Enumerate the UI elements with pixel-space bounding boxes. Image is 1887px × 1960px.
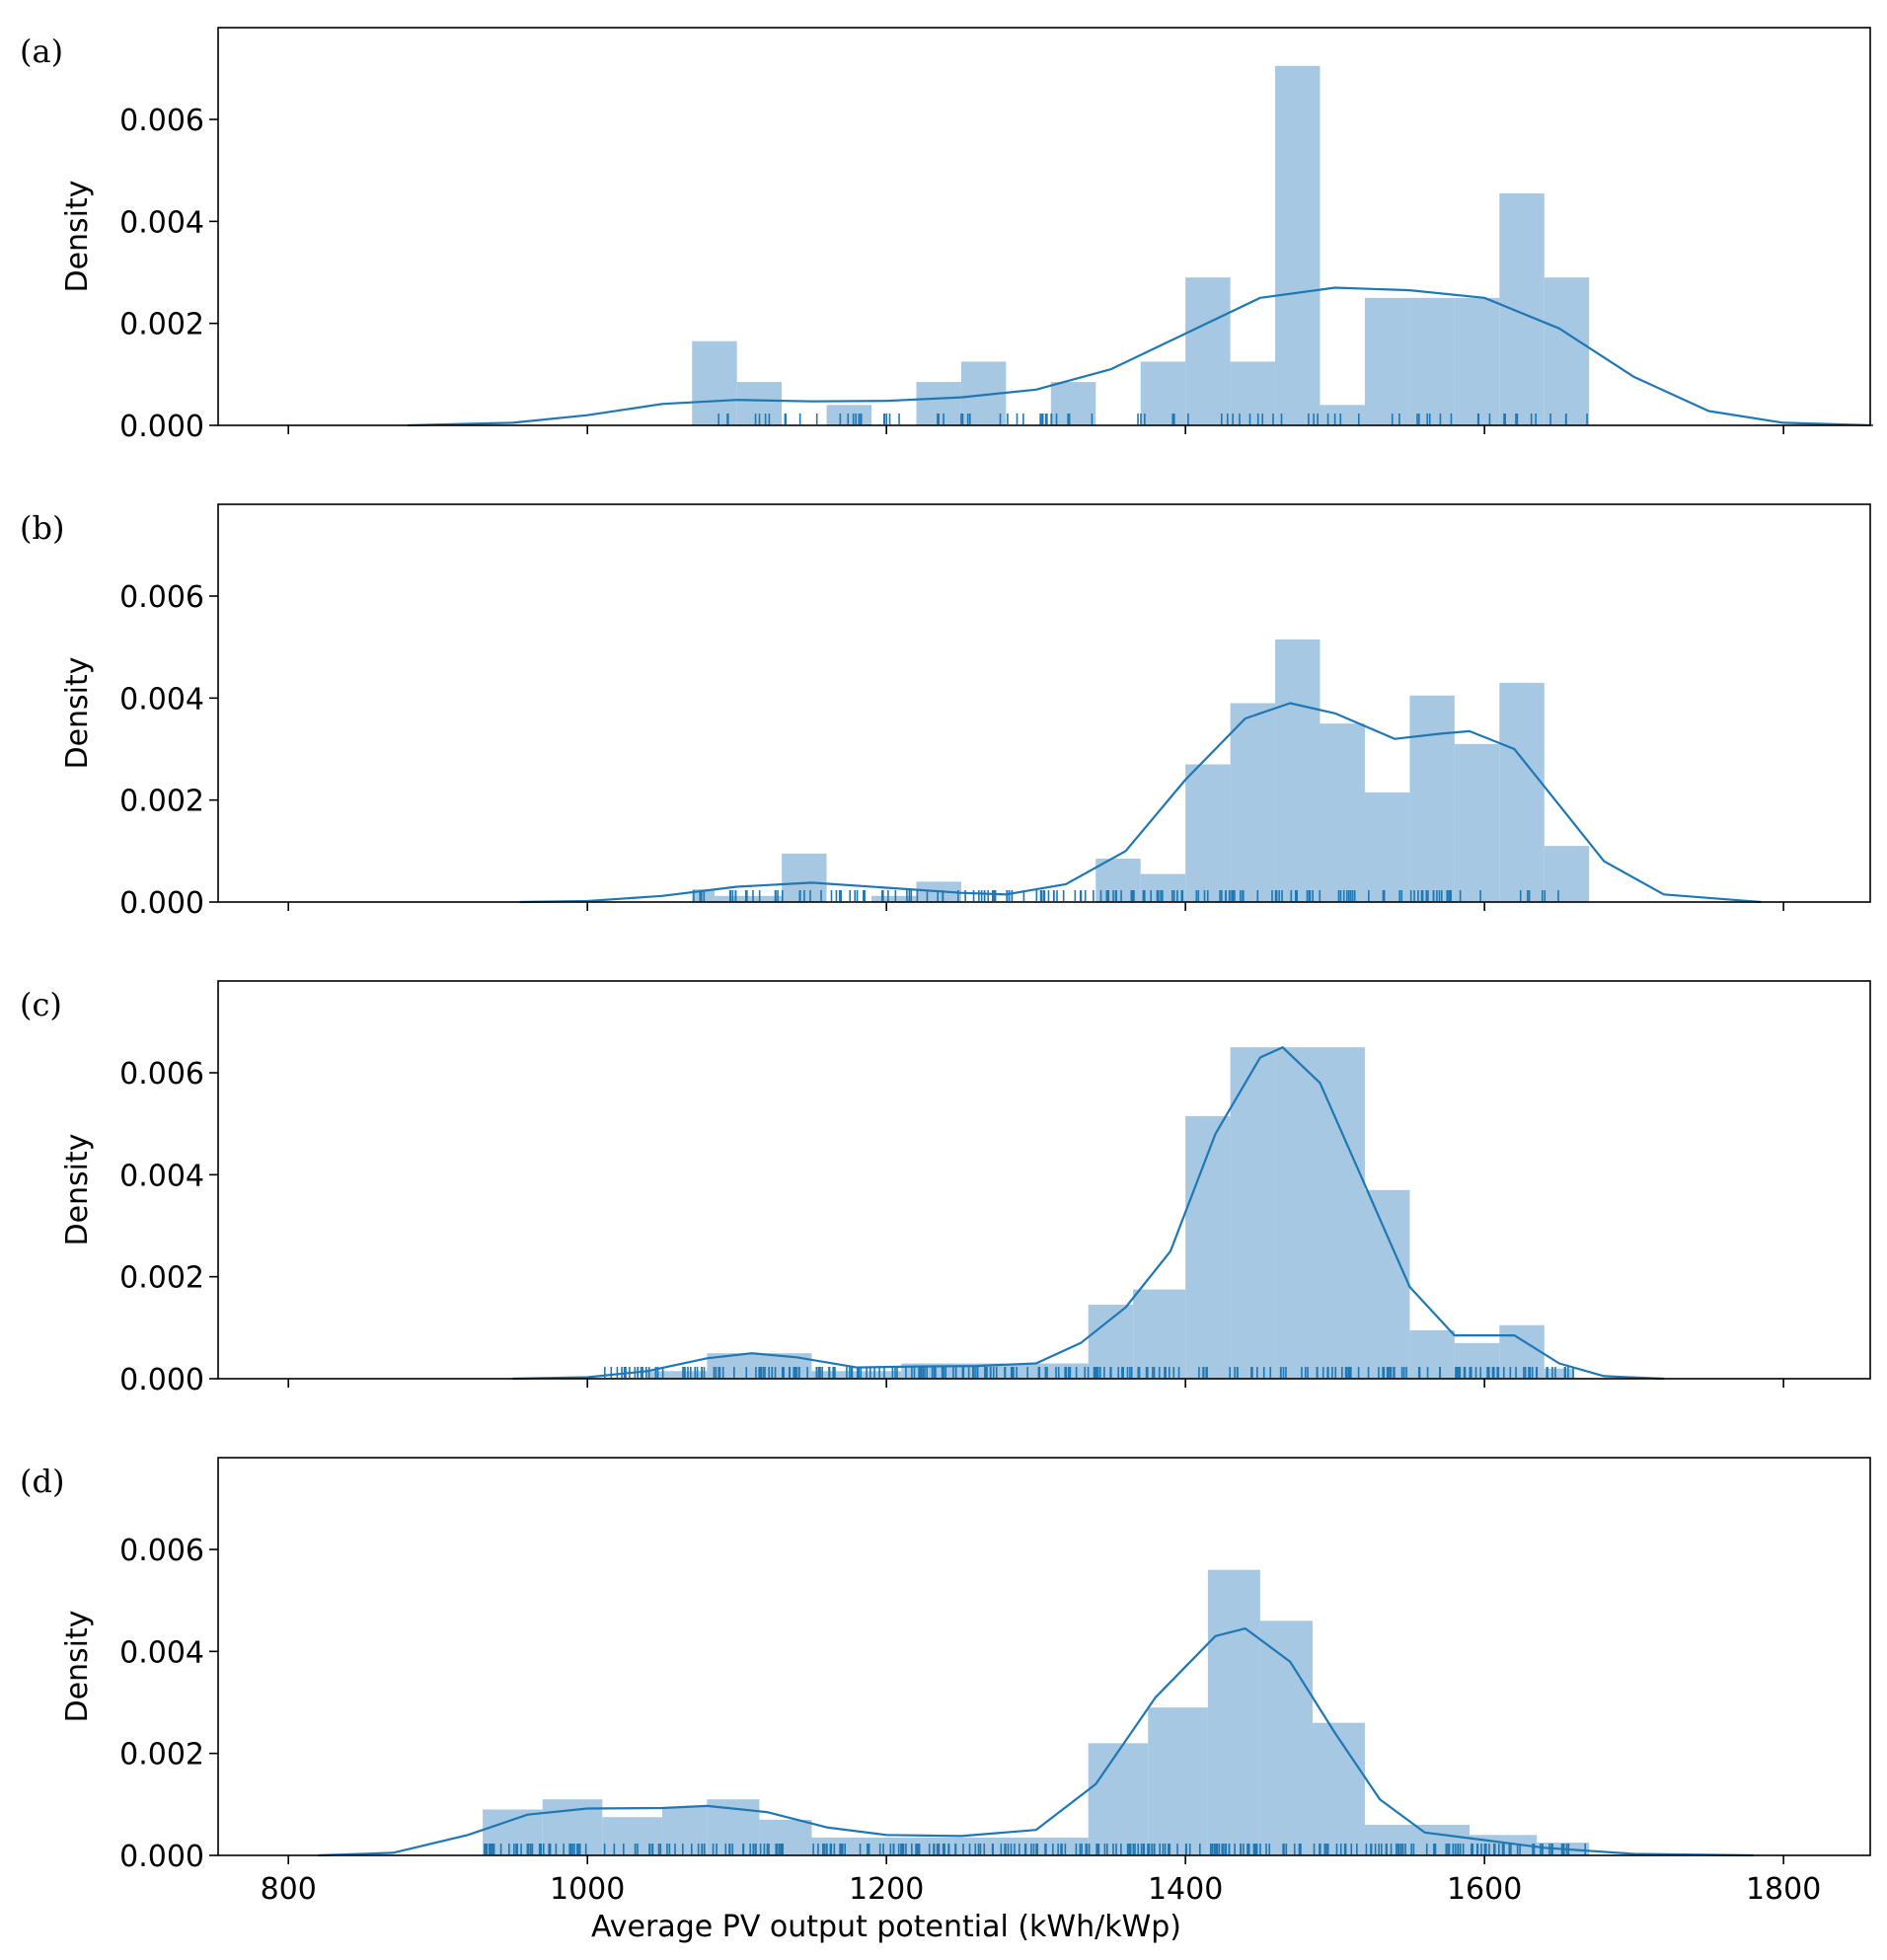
histogram-bar	[1275, 65, 1321, 425]
histogram-bar	[1259, 1621, 1313, 1855]
histogram-bar	[692, 340, 737, 425]
kde-curve	[512, 1046, 1664, 1381]
x-tick-label: 1000	[550, 1872, 625, 1907]
axes-frame	[217, 1457, 1871, 1856]
histogram-bar	[1320, 723, 1365, 902]
histogram-bar	[1409, 695, 1455, 902]
histogram-bar	[1230, 1047, 1276, 1379]
histogram-bar	[1364, 1825, 1470, 1855]
histogram-bar	[1185, 1115, 1231, 1379]
histogram-bar	[1230, 361, 1276, 425]
y-tick-label: 0.000	[119, 1363, 204, 1397]
histogram-bar	[1409, 297, 1455, 425]
x-tick-label: 800	[261, 1872, 317, 1907]
histogram-bar	[1207, 1569, 1260, 1855]
rug-ticks	[693, 890, 1559, 901]
histogram-bar	[1499, 192, 1545, 425]
panel-label: (a)	[20, 33, 63, 70]
x-axis-title: Average PV output potential (kWh/kWp)	[591, 1910, 1181, 1944]
y-tick-label: 0.000	[119, 1840, 204, 1874]
y-tick-label: 0.006	[119, 1534, 204, 1568]
histogram-bars	[692, 639, 1590, 902]
y-tick-label: 0.004	[119, 205, 204, 240]
axes-frame	[217, 980, 1871, 1380]
histogram-bar	[1544, 846, 1590, 902]
y-tick-label: 0.002	[119, 308, 204, 342]
rug-ticks	[717, 414, 1588, 424]
panel-label: (b)	[20, 509, 64, 547]
histogram-bars	[646, 1047, 1575, 1379]
histogram-bar	[826, 405, 872, 425]
histogram-bar	[714, 895, 783, 902]
panel-label: (d)	[20, 1463, 64, 1500]
y-tick-label: 0.004	[119, 682, 204, 716]
y-axis-title: Density	[60, 1133, 95, 1245]
panel-4: (d) 0.000 0.002 0.004 0.006 800 1000 1200 1400 16…	[20, 1457, 1871, 1907]
kde-curve	[519, 702, 1762, 904]
y-tick-label: 0.002	[119, 1738, 204, 1772]
histogram-bar	[1320, 405, 1365, 425]
panel-1: (a) 0.000 0.002 0.004 0.006 Density	[20, 27, 1874, 444]
histogram-bar	[871, 895, 917, 902]
histogram-bar	[1148, 1707, 1208, 1855]
y-tick-label: 0.004	[119, 1635, 204, 1670]
y-tick-label: 0.000	[119, 410, 204, 444]
histogram-bars	[483, 1569, 1590, 1855]
x-tick-label: 1400	[1148, 1872, 1223, 1907]
histogram-bar	[1544, 277, 1590, 425]
x-tick-label: 1800	[1746, 1872, 1821, 1907]
axes-frame	[217, 503, 1871, 903]
histogram-bar	[1409, 1329, 1455, 1379]
kde-curve	[408, 286, 1874, 427]
histogram-bar	[1499, 682, 1545, 902]
y-tick-label: 0.006	[119, 1057, 204, 1092]
y-tick-label: 0.002	[119, 785, 204, 819]
histogram-bar	[1088, 1743, 1149, 1855]
panel-label: (c)	[20, 986, 62, 1023]
histogram-bar	[646, 1371, 708, 1379]
histogram-bar	[1050, 382, 1096, 425]
y-tick-label: 0.006	[119, 580, 204, 615]
histogram-bar	[1312, 1722, 1365, 1855]
panel-3: (c) 0.000 0.002 0.004 0.006 Density	[20, 980, 1871, 1397]
y-axis-title: Density	[60, 1610, 95, 1722]
rug-ticks	[484, 1844, 1587, 1854]
histogram-bar	[1364, 792, 1410, 902]
kde-curve	[318, 1627, 1754, 1857]
histogram-bars	[692, 65, 1590, 425]
y-axis-title: Density	[60, 180, 95, 292]
histogram-bar	[1454, 743, 1500, 902]
histogram-bar	[1544, 1368, 1575, 1379]
x-tick-label: 1200	[849, 1872, 924, 1907]
histogram-bar	[1364, 297, 1410, 425]
y-tick-label: 0.000	[119, 886, 204, 921]
histogram-bar	[1275, 1047, 1321, 1379]
histogram-bar	[1133, 1289, 1186, 1379]
y-tick-label: 0.006	[119, 104, 204, 138]
y-tick-label: 0.004	[119, 1159, 204, 1193]
histogram-bar	[1230, 703, 1276, 902]
y-axis-title: Density	[60, 656, 95, 769]
histogram-bar	[1185, 764, 1231, 902]
histogram-bar	[1454, 297, 1500, 425]
panel-2: (b) 0.000 0.002 0.004 0.006 Density	[20, 503, 1871, 921]
axes-frame	[217, 27, 1871, 426]
histogram-bar	[1088, 1305, 1134, 1379]
histogram-bar	[1185, 277, 1231, 425]
histogram-bar	[1275, 639, 1321, 902]
histogram-bar	[811, 1371, 902, 1379]
histogram-bar	[1140, 361, 1186, 425]
histogram-bar	[1364, 1189, 1410, 1379]
y-tick-label: 0.002	[119, 1261, 204, 1296]
x-tick-label: 1600	[1447, 1872, 1522, 1907]
